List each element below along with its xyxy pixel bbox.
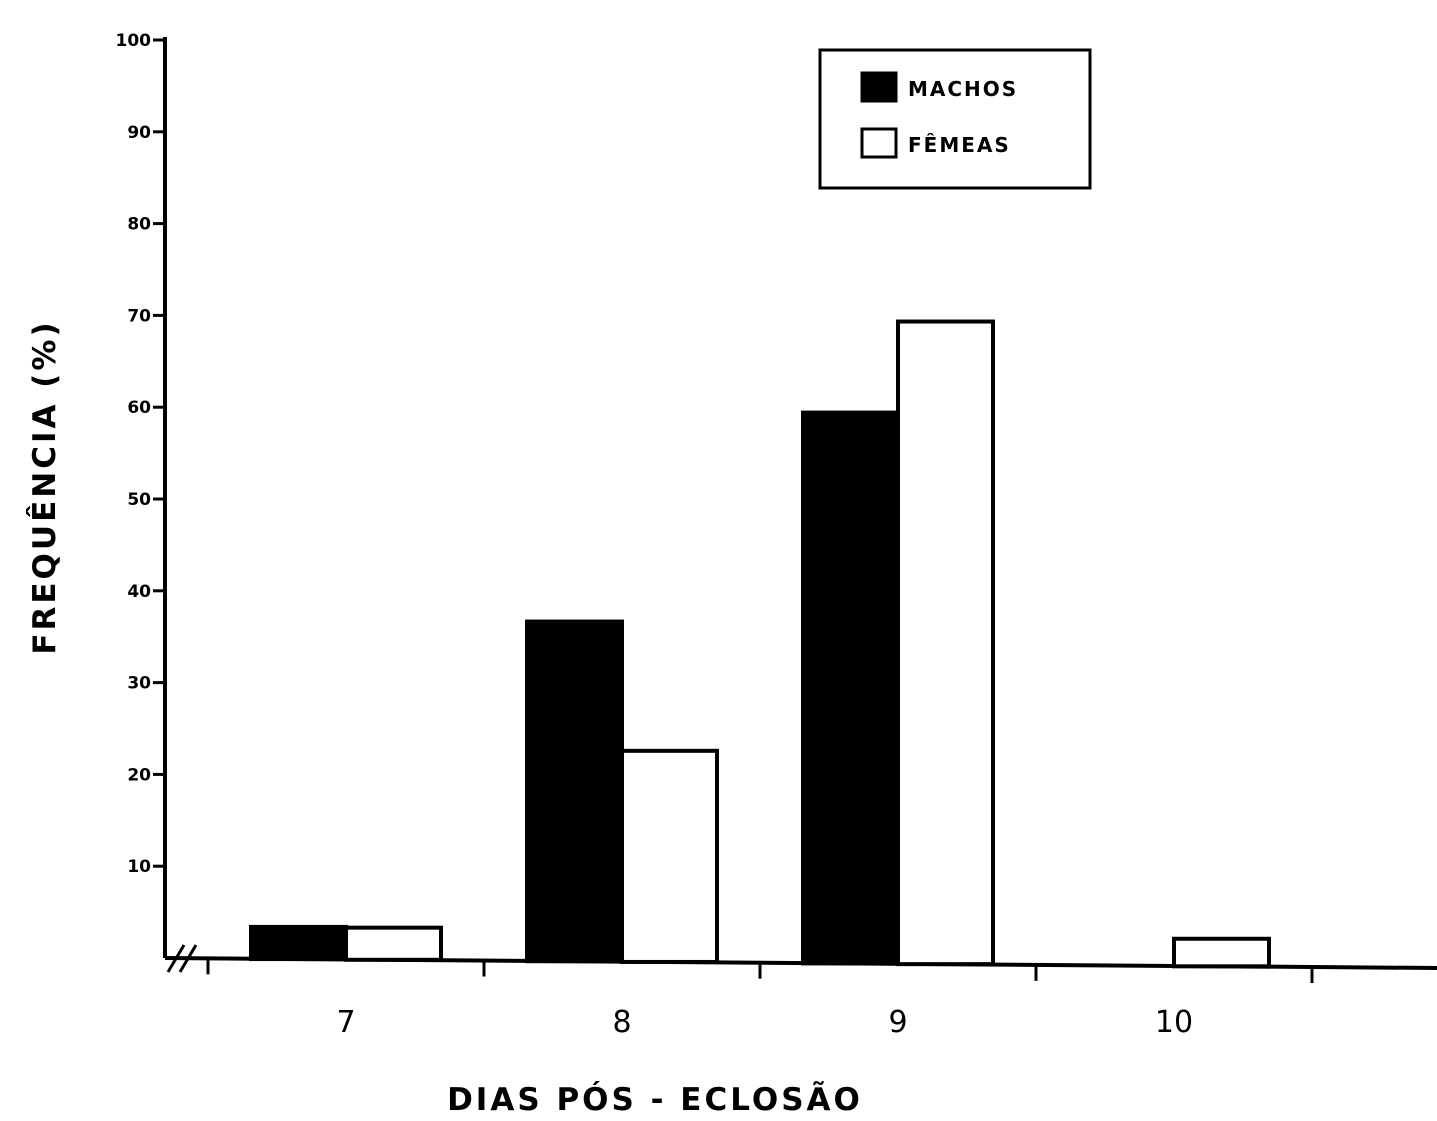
legend-swatch-femeas — [860, 127, 898, 159]
bars — [249, 319, 1271, 969]
y-tick-label: 50 — [127, 490, 151, 510]
x-tick-label: 10 — [1155, 1005, 1193, 1040]
legend-label-femeas: FÊMEAS — [908, 133, 1011, 157]
x-tick-label: 8 — [612, 1005, 631, 1040]
y-axis-title: FREQUÊNCIA (%) — [27, 319, 63, 654]
y-tick-label: 90 — [127, 123, 151, 143]
bar-femeas-7 — [344, 925, 443, 962]
x-axis-title: DIAS PÓS - ECLOSÃO — [447, 1081, 863, 1118]
legend-box — [818, 48, 1092, 190]
x-axis-ticks: 7 8 9 10 — [206, 958, 1314, 1040]
legend: MACHOS FÊMEAS — [818, 48, 1092, 190]
axis-break-mark — [178, 944, 198, 973]
bar-machos-9 — [801, 410, 900, 966]
y-tick-label: 30 — [127, 674, 151, 694]
y-axis-ticks: 10 20 30 40 50 60 70 80 90 100 — [116, 31, 165, 877]
y-tick-label: 20 — [127, 765, 151, 785]
y-tick-label: 80 — [127, 215, 151, 235]
y-tick-label: 100 — [116, 31, 152, 51]
bar-machos-7 — [249, 924, 348, 962]
bar-femeas-10 — [1172, 936, 1271, 969]
bar-machos-8 — [525, 619, 624, 964]
y-tick-label: 10 — [127, 857, 151, 877]
axis-break-mark — [166, 944, 186, 973]
bar-femeas-8 — [620, 748, 719, 964]
legend-label-machos: MACHOS — [908, 77, 1018, 101]
legend-swatch-machos — [860, 71, 898, 103]
y-tick-label: 60 — [127, 398, 151, 418]
x-tick-label: 7 — [336, 1005, 355, 1040]
y-tick-label: 70 — [127, 306, 151, 326]
x-tick-label: 9 — [888, 1005, 907, 1040]
y-tick-label: 40 — [127, 582, 151, 602]
bar-femeas-9 — [896, 319, 995, 967]
